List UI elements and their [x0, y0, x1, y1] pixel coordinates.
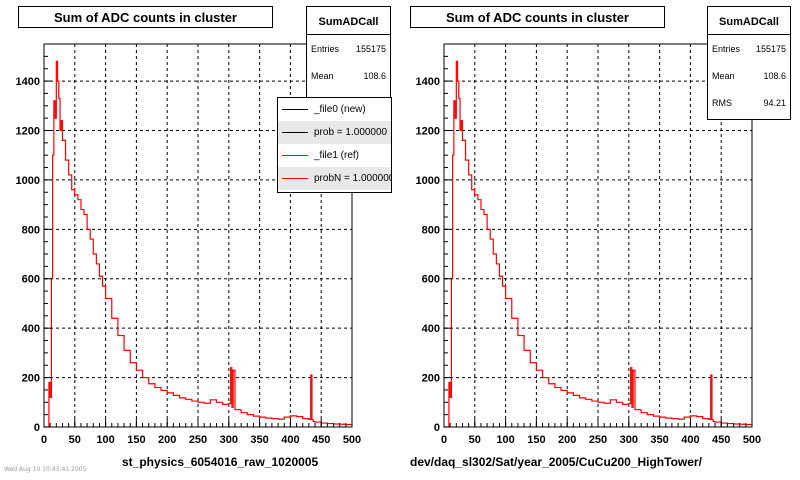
legend-line-red [282, 155, 308, 156]
legend-label: _file1 (ref) [314, 150, 360, 161]
x-tick-label: 250 [589, 434, 607, 446]
legend-label: _file0 (new) [314, 104, 366, 115]
stats-row: Mean 108.6 [307, 62, 390, 89]
x-tick-label: 250 [189, 434, 207, 446]
stats-label: Mean [712, 70, 735, 81]
histogram-series-line [444, 60, 753, 428]
stats-label: Entries [311, 43, 340, 54]
x-tick-label: 350 [650, 434, 668, 446]
legend-label: prob = 1.000000 [314, 127, 388, 138]
x-tick-label: 0 [41, 434, 47, 446]
y-tick-label: 1200 [16, 125, 40, 137]
x-tick-label: 300 [620, 434, 638, 446]
histogram-title-text-right: Sum of ADC counts in cluster [446, 9, 629, 25]
stats-box-right: SumADCall Entries 155175 Mean 108.6 RMS … [707, 6, 791, 120]
legend-entry: _file1 (ref) [278, 144, 391, 167]
x-tick-label: 300 [220, 434, 238, 446]
stats-value: 155175 [355, 43, 386, 54]
y-tick-label: 200 [22, 373, 40, 385]
y-tick-label: 400 [22, 323, 40, 335]
right-panel: 0 50 100 150 200 250 300 350 400 450 500 0 200 400 600… [400, 0, 800, 480]
histogram-title-text-left: Sum of ADC counts in cluster [54, 9, 237, 25]
y-tick-label: 200 [422, 373, 440, 385]
stats-value: 108.6 [763, 70, 786, 81]
y-tick-label: 0 [34, 422, 40, 434]
y-tick-label: 1400 [416, 76, 440, 88]
stats-row: Entries 155175 [708, 35, 790, 62]
stats-box-left: SumADCall Entries 155175 Mean 108.6 [306, 6, 391, 98]
y-tick-label: 1000 [16, 175, 40, 187]
x-tick-label: 150 [527, 434, 545, 446]
legend-box-left: _file0 (new) prob = 1.000000 _file1 (ref… [277, 97, 392, 193]
x-tick-label: 50 [469, 434, 481, 446]
x-tick-label: 200 [158, 434, 176, 446]
left-panel: 0 50 100 150 200 250 300 350 400 450 500 0 200 400 600… [4, 6, 392, 473]
stats-value: 94.21 [763, 97, 786, 108]
x-tick-label: 450 [312, 434, 330, 446]
x-tick-label: 150 [127, 434, 145, 446]
y-tick-label: 1200 [416, 125, 440, 137]
x-tick-label: 500 [343, 434, 361, 446]
histogram-title-left: Sum of ADC counts in cluster [18, 6, 273, 28]
y-tick-label: 0 [434, 422, 440, 434]
x-tick-label: 350 [250, 434, 268, 446]
stats-row: Entries 155175 [307, 35, 390, 62]
histogram-title-right: Sum of ADC counts in cluster [410, 6, 665, 28]
legend-entry: probN = 1.000000 [278, 167, 391, 190]
legend-line-black [282, 132, 308, 133]
histogram-series-line [44, 60, 353, 428]
legend-line-black [282, 109, 308, 110]
x-tick-label: 50 [69, 434, 81, 446]
legend-line-red [282, 178, 308, 179]
y-tick-label: 1400 [16, 76, 40, 88]
x-tick-label: 100 [496, 434, 514, 446]
stats-label: Entries [712, 43, 741, 54]
x-tick-label: 100 [96, 434, 114, 446]
x-tick-label: 450 [712, 434, 730, 446]
x-tick-label: 500 [743, 434, 761, 446]
stats-name-left: SumADCall [307, 7, 390, 35]
stats-value: 155175 [755, 43, 786, 54]
x-tick-label: 0 [441, 434, 447, 446]
legend-entry: _file0 (new) [278, 98, 391, 121]
stats-value: 108.6 [363, 70, 386, 81]
stats-label: RMS [712, 97, 732, 108]
stats-label: Mean [311, 70, 334, 81]
legend-entry: prob = 1.000000 [278, 121, 391, 144]
histogram-plot-right: 0 50 100 150 200 250 300 350 400 450 500 0 200 400 600… [416, 43, 761, 446]
stats-name-right: SumADCall [708, 7, 790, 35]
legend-label: probN = 1.000000 [314, 173, 392, 184]
x-tick-label: 200 [558, 434, 576, 446]
y-tick-label: 800 [422, 224, 440, 236]
x-tick-label: 400 [681, 434, 699, 446]
y-tick-label: 600 [22, 274, 40, 286]
stats-row: Mean 108.6 [708, 62, 790, 89]
x-tick-label: 400 [281, 434, 299, 446]
histogram-plot-left: 0 50 100 150 200 250 300 350 400 450 500 0 200 400 600… [16, 43, 361, 446]
y-tick-label: 1000 [416, 175, 440, 187]
y-tick-label: 600 [422, 274, 440, 286]
x-axis-label-right: dev/daq_sl302/Sat/year_2005/CuCu200_High… [410, 455, 702, 469]
y-tick-label: 400 [422, 323, 440, 335]
x-axis-label-left: st_physics_6054016_raw_1020005 [122, 455, 319, 469]
y-tick-label: 800 [22, 224, 40, 236]
stats-row: RMS 94.21 [708, 89, 790, 116]
footer-date: Wed Aug 10 10:43:41 2005 [4, 466, 87, 473]
